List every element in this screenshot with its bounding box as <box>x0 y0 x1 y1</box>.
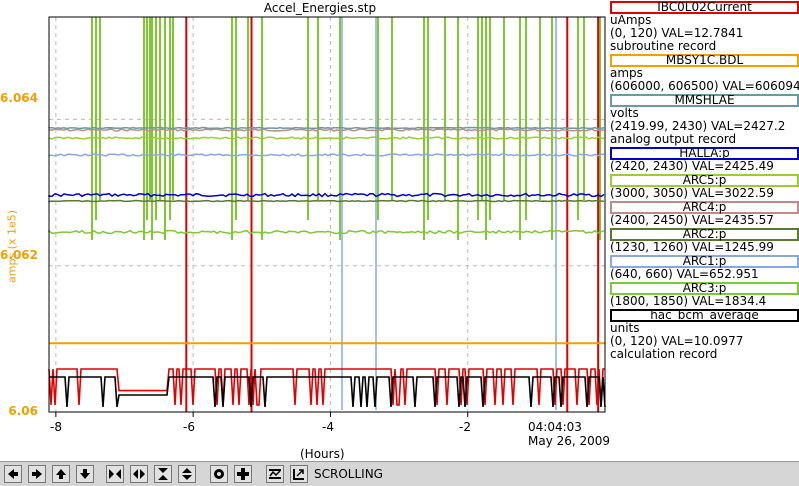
circle-icon[interactable] <box>210 465 228 483</box>
series-line <box>48 192 605 198</box>
legend-entry-detail: calculation record <box>610 348 718 361</box>
legend-entry-detail: (3000, 3050) VAL=3022.59 <box>610 187 774 200</box>
legend-entry-name[interactable]: IBC0L02Current <box>610 1 799 14</box>
x-axis-label: (Hours) <box>300 447 345 461</box>
legend-entry-detail: amps <box>610 67 643 80</box>
y-tick-label: 6.064 <box>0 91 38 105</box>
legend-entry-detail: subroutine record <box>610 40 717 53</box>
series-line <box>48 128 605 132</box>
legend-entry-detail: (2419.99, 2430) VAL=2427.2 <box>610 120 786 133</box>
legend-entry-name[interactable]: ARC4:p <box>610 201 799 214</box>
legend-entry-detail: (640, 660) VAL=652.951 <box>610 268 759 281</box>
legend-entry-detail: (2420, 2430) VAL=2425.49 <box>610 160 774 173</box>
grid-lines <box>49 17 605 417</box>
plot-area[interactable] <box>0 0 610 460</box>
legend-entry-detail: uAmps <box>610 14 652 27</box>
y-tick-label: 6.062 <box>0 248 38 262</box>
legend-entry-name[interactable]: HALLA:p <box>610 147 799 160</box>
legend: IBC0L02Current uAmps (0, 120) VAL=12.7841 s… <box>610 0 799 361</box>
legend-entry-detail: (0, 120) VAL=12.7841 <box>610 27 744 40</box>
arrow-right-icon[interactable] <box>28 465 46 483</box>
end-date: May 26, 2009 <box>528 434 611 448</box>
compress-horizontal-icon[interactable] <box>130 465 148 483</box>
arrow-left-icon[interactable] <box>4 465 22 483</box>
series-line <box>48 136 605 140</box>
autoscale-icon[interactable] <box>266 465 284 483</box>
y-axis-label: amps (x 1e5) <box>5 209 19 284</box>
compress-vertical-icon[interactable] <box>178 465 196 483</box>
legend-entry-name[interactable]: ARC1:p <box>610 255 799 268</box>
legend-entry-detail: (2400, 2450) VAL=2435.57 <box>610 214 774 227</box>
plot-frame <box>48 16 606 413</box>
expand-horizontal-icon[interactable] <box>106 465 124 483</box>
legend-entry-detail: units <box>610 322 640 335</box>
legend-entry-name[interactable]: ARC3:p <box>610 282 799 295</box>
series-line <box>49 376 606 408</box>
expand-vertical-icon[interactable] <box>154 465 172 483</box>
status-text: SCROLLING <box>314 467 383 481</box>
legend-entry-name[interactable]: hac_bcm_average <box>610 309 799 322</box>
chart-title: Accel_Energies.stp <box>263 1 377 15</box>
legend-entry-name[interactable]: ARC5:p <box>610 174 799 187</box>
x-tick-label: -8 <box>50 420 62 434</box>
legend-entry-name[interactable]: MBSY1C.BDL <box>610 54 799 67</box>
arrow-up-icon[interactable] <box>52 465 70 483</box>
legend-entry-detail: volts <box>610 107 639 120</box>
legend-entry-detail: (606000, 606500) VAL=606094 <box>610 80 799 93</box>
series-line <box>48 199 605 203</box>
plus-icon[interactable] <box>234 465 252 483</box>
legend-entry-name[interactable]: MMSHLAE <box>610 94 799 107</box>
end-time: 04:04:03 <box>528 420 582 434</box>
export-icon[interactable] <box>290 465 308 483</box>
legend-entry-detail: (1800, 1850) VAL=1834.4 <box>610 295 767 308</box>
x-tick-label: -6 <box>183 420 195 434</box>
series-line <box>48 368 605 406</box>
toolbar: SCROLLING <box>0 461 799 486</box>
series-line <box>48 153 605 157</box>
legend-entry-name[interactable]: ARC2:p <box>610 228 799 241</box>
legend-entry-detail: analog output record <box>610 133 737 146</box>
arrow-down-icon[interactable] <box>76 465 94 483</box>
y-tick-label: 6.06 <box>8 404 38 418</box>
legend-entry-detail: (1230, 1260) VAL=1245.99 <box>610 241 774 254</box>
legend-entry-detail: (0, 120) VAL=10.0977 <box>610 335 744 348</box>
series-line <box>48 229 605 235</box>
series-line <box>48 126 605 130</box>
series-traces <box>48 17 606 412</box>
x-tick-label: -2 <box>459 420 471 434</box>
x-tick-label: -4 <box>322 420 334 434</box>
